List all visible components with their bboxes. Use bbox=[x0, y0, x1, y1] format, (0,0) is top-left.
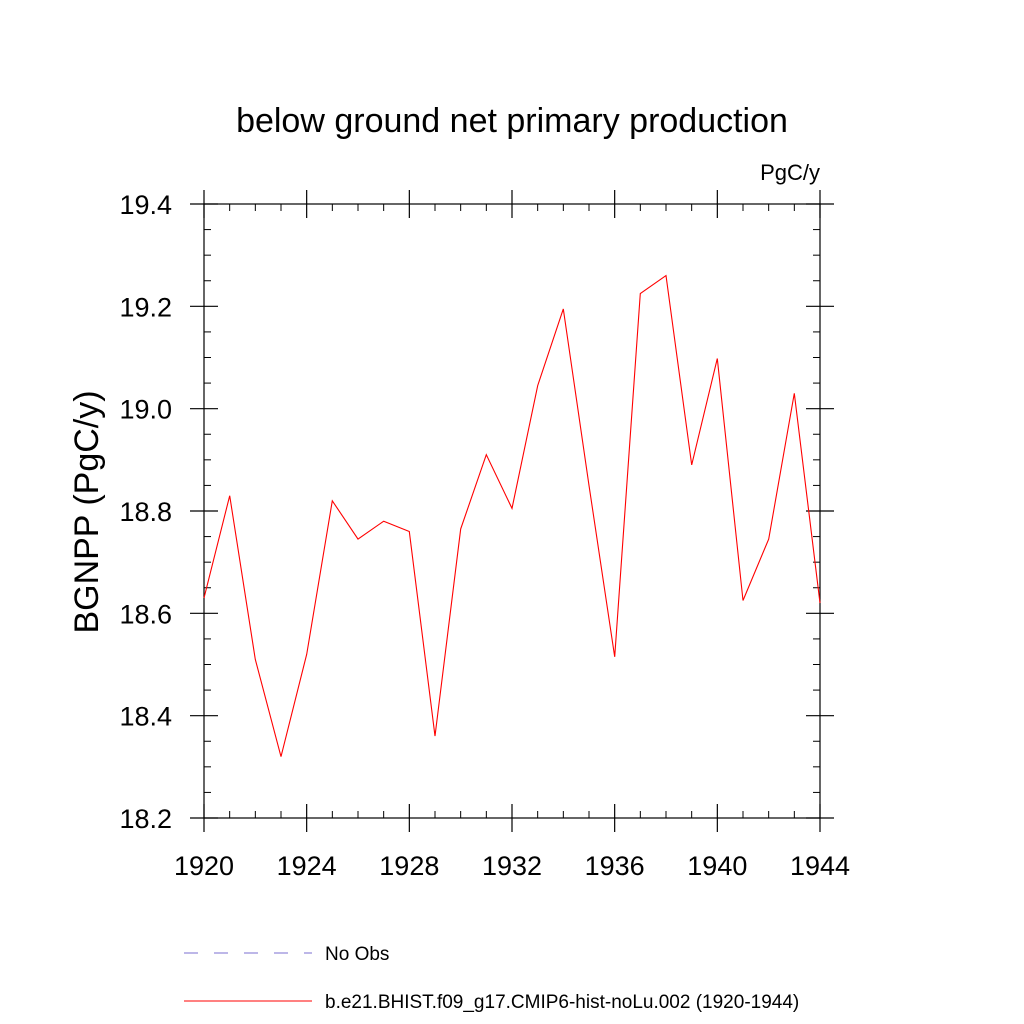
y-tick-label: 18.8 bbox=[119, 497, 172, 527]
legend-label: b.e21.BHIST.f09_g17.CMIP6-hist-noLu.002 … bbox=[325, 992, 799, 1013]
legend: No Obs b.e21.BHIST.f09_g17.CMIP6-hist-noL… bbox=[184, 944, 799, 1013]
chart-title: below ground net primary production bbox=[236, 102, 788, 140]
x-tick-label: 1940 bbox=[687, 851, 747, 881]
x-tick-label: 1924 bbox=[277, 851, 337, 881]
plot-area: 1920 1924 1928 1932 1936 1940 1944 18.218.418.… bbox=[119, 190, 850, 881]
x-tick-labels: 1920 1924 1928 1932 1936 1940 1944 bbox=[174, 851, 850, 881]
major-ticks bbox=[190, 190, 834, 832]
y-tick-label: 18.4 bbox=[119, 702, 172, 732]
series-layer bbox=[203, 274, 821, 757]
x-tick-label: 1932 bbox=[482, 851, 542, 881]
y-axis-label: BGNPP (PgC/y) bbox=[68, 390, 106, 633]
x-tick-label: 1944 bbox=[790, 851, 850, 881]
x-tick-label: 1928 bbox=[379, 851, 439, 881]
y-tick-label: 18.6 bbox=[119, 599, 172, 629]
series-line bbox=[203, 274, 821, 757]
y-tick-label: 19.2 bbox=[119, 292, 172, 322]
y-tick-label: 19.4 bbox=[119, 190, 172, 220]
units-label: PgC/y bbox=[760, 160, 820, 185]
plot-frame bbox=[203, 203, 821, 819]
y-tick-label: 19.0 bbox=[119, 395, 172, 425]
y-tick-labels: 18.2 18.4 18.6 18.8 19.0 19.2 19.4 bbox=[119, 190, 172, 834]
x-tick-label: 1936 bbox=[585, 851, 645, 881]
x-tick-label: 1920 bbox=[174, 851, 234, 881]
minor-ticks bbox=[204, 204, 820, 818]
legend-label: No Obs bbox=[325, 944, 389, 965]
y-tick-label: 18.2 bbox=[119, 804, 172, 834]
